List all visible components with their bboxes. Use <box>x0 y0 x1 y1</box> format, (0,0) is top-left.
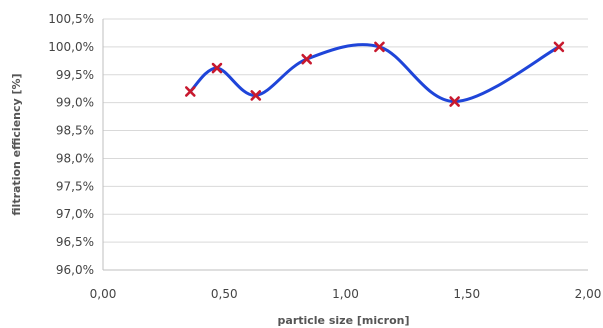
y-axis-title: filtration efficiency [%] <box>10 73 23 215</box>
y-tick-label: 99,5% <box>56 68 94 82</box>
y-tick-label: 98,0% <box>56 151 94 165</box>
y-tick-label: 97,5% <box>56 179 94 193</box>
x-axis-title: particle size [micron] <box>278 314 410 327</box>
y-tick-label: 98,5% <box>56 124 94 138</box>
y-tick-label: 96,0% <box>56 263 94 277</box>
y-axis-ticks: 96,0% 96,5% 97,0% 97,5% 98,0% 98,5% 99,0% 99,5%… <box>48 12 94 277</box>
x-tick-label: 2,00 <box>575 287 602 301</box>
data-point <box>185 86 196 97</box>
gridlines <box>102 18 588 271</box>
data-point <box>301 53 313 65</box>
data-point <box>374 41 385 53</box>
y-tick-label: 99,0% <box>56 96 94 110</box>
x-tick-label: 1,50 <box>453 287 480 301</box>
y-tick-label: 96,5% <box>56 235 94 249</box>
series-line <box>188 43 561 104</box>
data-point <box>250 90 262 101</box>
y-tick-label: 97,0% <box>56 207 94 221</box>
x-tick-label: 0,00 <box>90 287 117 301</box>
data-point <box>449 96 460 107</box>
y-tick-label: 100,0% <box>48 40 94 54</box>
y-tick-label: 100,5% <box>48 12 94 26</box>
data-point <box>211 62 223 74</box>
x-tick-label: 0,50 <box>211 287 238 301</box>
x-tick-label: 1,00 <box>332 287 359 301</box>
data-point <box>553 41 565 53</box>
series-layer <box>185 41 565 107</box>
x-axis-ticks: 0,00 0,50 1,00 1,50 2,00 <box>90 287 602 301</box>
